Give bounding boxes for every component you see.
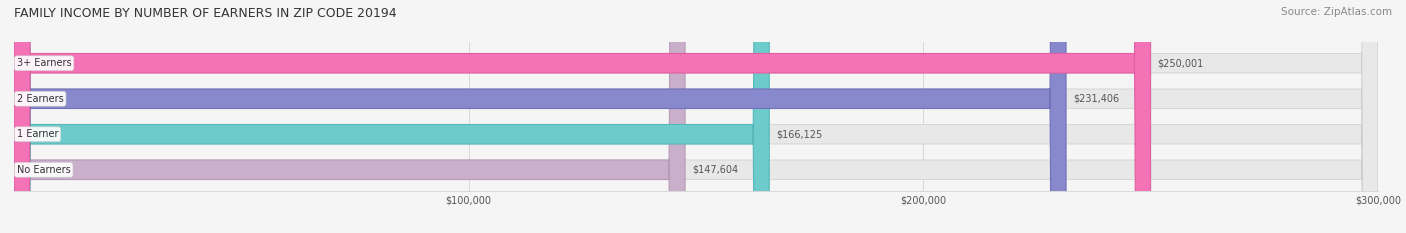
FancyBboxPatch shape <box>14 0 1378 233</box>
Text: Source: ZipAtlas.com: Source: ZipAtlas.com <box>1281 7 1392 17</box>
Text: $166,125: $166,125 <box>776 129 823 139</box>
FancyBboxPatch shape <box>14 0 1378 233</box>
Text: No Earners: No Earners <box>17 165 70 175</box>
Text: 1 Earner: 1 Earner <box>17 129 58 139</box>
Text: $231,406: $231,406 <box>1073 94 1119 104</box>
Text: 2 Earners: 2 Earners <box>17 94 63 104</box>
FancyBboxPatch shape <box>14 0 1378 233</box>
Text: FAMILY INCOME BY NUMBER OF EARNERS IN ZIP CODE 20194: FAMILY INCOME BY NUMBER OF EARNERS IN ZI… <box>14 7 396 20</box>
FancyBboxPatch shape <box>14 0 1378 233</box>
Text: $250,001: $250,001 <box>1157 58 1204 68</box>
FancyBboxPatch shape <box>14 0 685 233</box>
FancyBboxPatch shape <box>14 0 1150 233</box>
Text: $147,604: $147,604 <box>692 165 738 175</box>
FancyBboxPatch shape <box>14 0 769 233</box>
Text: 3+ Earners: 3+ Earners <box>17 58 72 68</box>
FancyBboxPatch shape <box>14 0 1066 233</box>
